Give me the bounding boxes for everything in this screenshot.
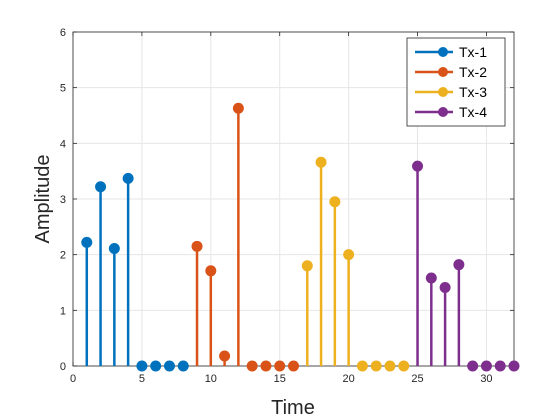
stem-marker: [412, 160, 424, 172]
legend-entry: Tx-2: [415, 64, 487, 80]
y-tick-label: 2: [60, 250, 66, 262]
y-tick-label: 1: [60, 305, 66, 317]
stem-marker: [232, 102, 244, 114]
stem-marker: [425, 272, 437, 284]
stem-marker: [467, 360, 479, 372]
stem-marker: [219, 350, 231, 362]
legend-entry: Tx-3: [415, 84, 487, 100]
y-tick-label: 3: [60, 194, 66, 206]
x-tick-label: 5: [139, 373, 145, 385]
stem-marker: [150, 360, 162, 372]
y-axis-ticks: 0 1 2 3 4 5 6: [60, 27, 514, 373]
stem-marker: [122, 172, 134, 184]
x-tick-label: 20: [343, 373, 355, 385]
y-tick-label: 5: [60, 83, 66, 95]
x-tick-label: 10: [205, 373, 217, 385]
x-axis-ticks: 0 5 10 15 20 25 30: [70, 32, 493, 385]
stem-marker: [494, 360, 506, 372]
stem-marker: [329, 196, 341, 208]
stem-marker: [480, 360, 492, 372]
stem-marker: [508, 360, 520, 372]
series-4: [412, 160, 520, 372]
stem-marker: [163, 360, 175, 372]
stem-marker: [398, 360, 410, 372]
stem-marker: [288, 360, 299, 372]
stem-marker: [439, 282, 451, 294]
stem-marker: [370, 360, 382, 372]
x-tick-label: 0: [70, 373, 76, 385]
series-2: [191, 102, 299, 372]
legend-label: Tx-2: [459, 64, 487, 80]
legend-entry: Tx-1: [415, 44, 487, 60]
stem-marker: [260, 360, 272, 372]
stem-marker: [301, 260, 313, 272]
stem-marker: [315, 156, 327, 168]
y-tick-label: 4: [60, 138, 66, 150]
legend-marker: [438, 67, 448, 77]
stem-marker: [177, 360, 189, 372]
stem-marker: [95, 181, 107, 193]
stem-marker: [343, 249, 355, 261]
stem-marker: [136, 360, 148, 372]
legend-marker: [438, 87, 448, 97]
stem-marker: [356, 360, 368, 372]
stem-series: [81, 102, 520, 372]
y-axis-label: Amplitude: [32, 155, 54, 244]
stem-marker: [108, 243, 120, 255]
y-tick-label: 0: [60, 361, 66, 373]
legend-label: Tx-4: [459, 104, 487, 120]
stem-marker: [384, 360, 396, 372]
x-tick-label: 30: [480, 373, 492, 385]
x-axis-label: Time: [271, 397, 315, 419]
stem-marker: [453, 259, 465, 271]
series-3: [301, 156, 410, 372]
legend-label: Tx-3: [459, 84, 487, 100]
stem-marker: [274, 360, 286, 372]
series-1: [81, 172, 189, 372]
legend-label: Tx-1: [459, 44, 487, 60]
stem-marker: [205, 265, 217, 277]
x-tick-label: 25: [411, 373, 423, 385]
legend-entry: Tx-4: [415, 104, 487, 120]
x-tick-label: 15: [274, 373, 286, 385]
stem-marker: [191, 240, 203, 252]
stem-marker: [246, 360, 258, 372]
legend: Tx-1 Tx-2 Tx-3 Tx-4: [406, 37, 506, 127]
legend-marker: [438, 107, 448, 117]
stem-marker: [81, 236, 93, 248]
legend-marker: [438, 47, 448, 57]
y-tick-label: 6: [60, 27, 66, 39]
